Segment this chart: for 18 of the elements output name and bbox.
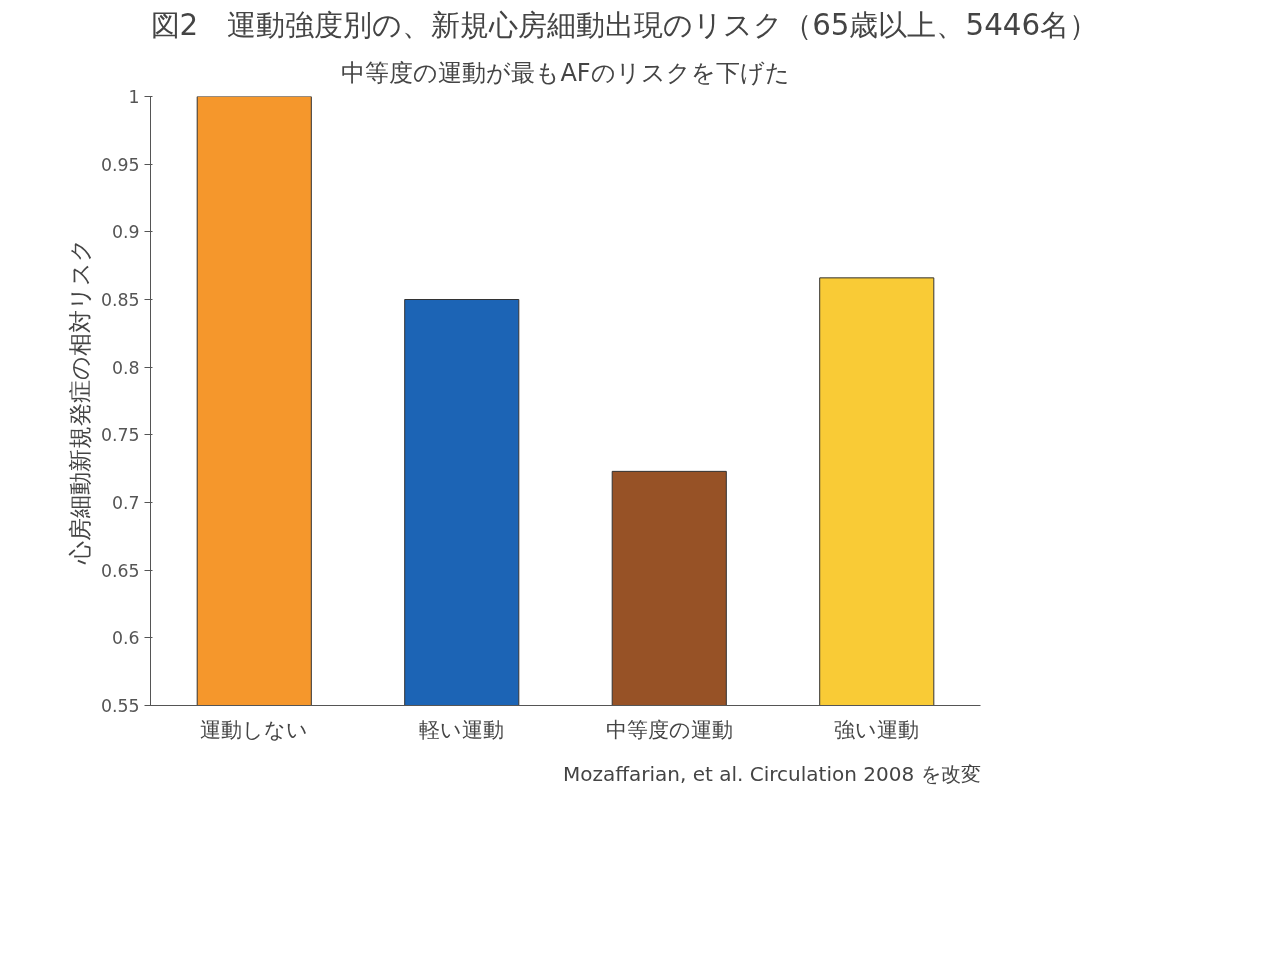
chart-title: 図2 運動強度別の、新規心房細動出現のリスク（65歳以上、5446名）	[150, 7, 1099, 42]
y-tick-label: 0.75	[100, 425, 140, 446]
x-tick-label: 中等度の運動	[605, 716, 733, 742]
y-axis-title: 心房細動新規発症の相対リスク	[66, 238, 93, 565]
y-tick-label: 0.95	[100, 154, 140, 175]
y-tick-label: 0.85	[100, 290, 140, 310]
x-tick-label: 強い運動	[834, 716, 920, 742]
y-tick-label: 0.6	[111, 628, 140, 649]
y-tick-label: 0.8	[111, 357, 140, 378]
x-tick-label: 軽い運動	[419, 716, 505, 742]
y-tick-label: 1	[128, 87, 140, 107]
chart-subtitle: 中等度の運動が最もAFのリスクを下げた	[341, 58, 790, 87]
x-tick-label: 運動しない	[200, 716, 309, 742]
y-tick-label: 0.55	[100, 696, 140, 716]
text: Mozaffarian, et al. Circulation 2008 を改変	[563, 761, 981, 786]
y-tick-label: 0.7	[111, 493, 140, 513]
y-tick-label: 0.65	[100, 560, 140, 581]
y-tick-label: 0.9	[111, 222, 140, 243]
